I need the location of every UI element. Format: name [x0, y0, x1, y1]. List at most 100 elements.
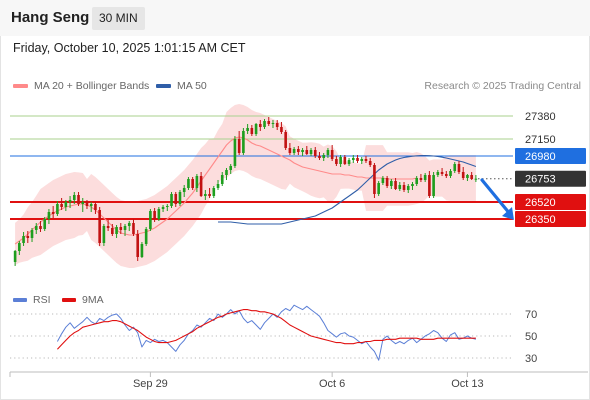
candle-body	[174, 194, 178, 204]
x-label-1: Oct 6	[319, 378, 345, 390]
level-tag-26520	[515, 194, 586, 210]
candle-body	[161, 207, 165, 209]
candle-body	[220, 175, 224, 184]
candle-body	[149, 211, 152, 229]
rsi-tick-50: 50	[525, 331, 537, 343]
level-label-27150: 27150	[525, 134, 556, 146]
candle-body	[288, 148, 292, 153]
ma50-swatch	[156, 84, 171, 88]
candle-body	[297, 149, 300, 152]
candle-body	[258, 124, 262, 127]
candle-body	[212, 188, 216, 196]
candle-body	[343, 157, 347, 164]
candle-body	[51, 212, 55, 214]
candle-body	[356, 158, 359, 161]
candle-body	[89, 204, 93, 206]
candle-body	[94, 204, 97, 210]
ma20-swatch	[13, 84, 28, 88]
ma50-label: MA 50	[177, 80, 207, 92]
candle-body	[419, 178, 423, 180]
level-label-26980: 26980	[525, 151, 556, 163]
candle-body	[72, 195, 76, 200]
forecast-arrow	[480, 178, 512, 216]
candle-body	[187, 179, 190, 188]
candle-body	[385, 178, 389, 186]
candle-body	[398, 185, 402, 189]
candle-body	[98, 210, 101, 243]
candle-body	[335, 159, 338, 164]
level-tag-26753	[515, 170, 586, 187]
candle-body	[470, 175, 473, 179]
rsi9-label: 9MA	[82, 294, 104, 306]
candle-body	[263, 121, 266, 127]
candle-body	[411, 184, 414, 186]
candle-body	[77, 195, 80, 204]
candle-body	[26, 236, 30, 238]
candle-body	[56, 204, 59, 214]
candle-body	[415, 178, 419, 184]
candle-body	[250, 128, 254, 134]
candle-body	[237, 139, 241, 153]
candle-body	[111, 228, 114, 234]
candle-body	[449, 171, 452, 176]
candle-body	[292, 149, 296, 153]
candle-body	[199, 176, 203, 196]
candle-body	[305, 150, 309, 154]
candle-body	[402, 185, 406, 190]
candle-body	[377, 183, 380, 194]
rsi-swatch	[13, 298, 27, 302]
legend-rsi9: 9MA	[62, 294, 104, 306]
x-label-0: Sep 29	[133, 378, 168, 390]
timestamp: Friday, October 10, 2025 1:01:15 AM CET	[13, 41, 246, 55]
timeframe-button[interactable]: 30 MIN	[92, 7, 145, 30]
legend-rsi: RSI	[13, 294, 51, 306]
candle-body	[275, 123, 279, 127]
candle-body	[140, 244, 144, 257]
level-label-26520: 26520	[525, 197, 556, 209]
candle-body	[208, 194, 211, 196]
candle-body	[68, 200, 72, 202]
candle-body	[457, 164, 461, 172]
candle-body	[64, 202, 68, 207]
candle-body	[364, 159, 368, 161]
candle-body	[81, 202, 85, 204]
candle-body	[106, 226, 110, 228]
level-label-26753: 26753	[525, 174, 556, 186]
candle-body	[423, 175, 427, 180]
candle-body	[351, 158, 355, 160]
level-tag-26980	[515, 148, 586, 164]
candle-body	[85, 202, 89, 206]
candle-body	[254, 124, 258, 134]
candle-body	[132, 223, 135, 234]
candle-body	[428, 175, 431, 196]
candle-body	[461, 172, 465, 178]
candle-body	[330, 150, 334, 159]
candle-body	[373, 165, 376, 194]
candle-body	[216, 184, 220, 188]
candle-body	[322, 155, 326, 158]
rsi-line	[56, 304, 477, 361]
candle-body	[474, 178, 478, 180]
candle-body	[102, 226, 106, 243]
legend-ma50: MA 50	[156, 80, 207, 92]
candle-body	[444, 174, 448, 176]
level-tag-26350	[515, 211, 586, 227]
candle-body	[326, 150, 330, 155]
candle-body	[381, 178, 385, 183]
rsi-tick-70: 70	[525, 309, 537, 321]
candle-body	[242, 131, 245, 153]
candle-body	[406, 186, 410, 190]
candle-body	[271, 123, 275, 124]
candle-body	[39, 226, 42, 229]
candle-body	[339, 157, 342, 164]
candle-body	[191, 179, 194, 188]
candle-body	[136, 234, 140, 257]
candle-body	[153, 211, 156, 219]
candle-body	[280, 127, 283, 132]
candle-body	[284, 132, 287, 148]
legend-ma20: MA 20 + Bollinger Bands	[13, 80, 149, 92]
candle-body	[18, 243, 21, 251]
ma50-line	[218, 154, 477, 225]
level-label-26350: 26350	[525, 214, 556, 226]
